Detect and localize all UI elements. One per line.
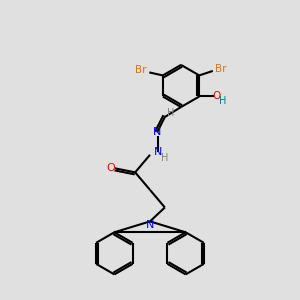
- Text: O: O: [213, 91, 221, 101]
- Text: H: H: [161, 153, 168, 163]
- Text: N: N: [153, 127, 162, 137]
- Text: H: H: [219, 96, 226, 106]
- Text: N: N: [146, 220, 154, 230]
- Text: H: H: [167, 108, 175, 118]
- Text: Br: Br: [215, 64, 227, 74]
- Text: O: O: [106, 163, 115, 173]
- Text: Br: Br: [135, 65, 147, 75]
- Text: N: N: [154, 147, 162, 158]
